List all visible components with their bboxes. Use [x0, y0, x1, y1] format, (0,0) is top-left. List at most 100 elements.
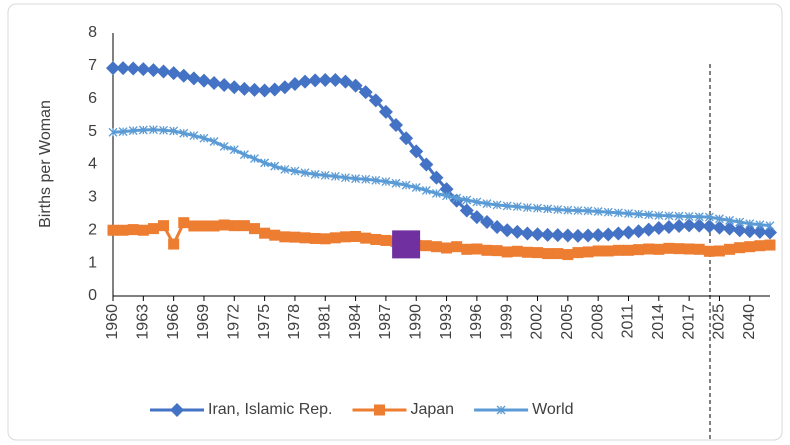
marker [330, 171, 340, 181]
marker [543, 204, 553, 214]
marker [118, 127, 128, 137]
marker [351, 174, 361, 184]
marker [156, 64, 171, 79]
marker [329, 232, 341, 244]
marker [692, 218, 707, 233]
marker [601, 227, 616, 242]
marker [703, 245, 715, 257]
marker [310, 169, 320, 179]
marker [570, 228, 585, 243]
marker [754, 240, 766, 252]
marker [765, 221, 775, 231]
legend-label: Japan [410, 401, 454, 418]
marker [492, 200, 502, 210]
marker [188, 220, 200, 232]
marker [419, 157, 434, 172]
marker [170, 403, 184, 417]
marker [209, 137, 219, 146]
x-tick-label: 1999 [498, 304, 515, 340]
marker [338, 74, 353, 89]
marker [521, 246, 533, 258]
marker [320, 170, 330, 180]
marker [207, 75, 222, 90]
marker [441, 242, 453, 254]
marker [146, 63, 161, 78]
marker [734, 242, 746, 254]
marker [745, 219, 755, 229]
marker [227, 80, 242, 95]
marker [553, 205, 563, 214]
marker [260, 158, 270, 168]
marker [169, 126, 179, 136]
marker [651, 220, 666, 235]
marker [358, 85, 373, 100]
marker [189, 131, 199, 141]
marker [239, 150, 249, 160]
legend-label: World [532, 401, 574, 418]
marker [693, 243, 705, 255]
marker [461, 243, 473, 255]
series [108, 125, 775, 231]
marker [249, 223, 261, 235]
marker [199, 133, 209, 143]
marker [430, 241, 442, 253]
marker [459, 203, 474, 218]
marker [622, 244, 634, 256]
marker [308, 73, 323, 88]
marker [744, 241, 756, 253]
x-tick-label: 2002 [529, 304, 546, 340]
marker [148, 125, 158, 135]
marker [653, 243, 665, 255]
marker [500, 223, 515, 238]
marker [117, 224, 129, 236]
marker [299, 232, 311, 244]
marker [674, 211, 684, 221]
marker [179, 128, 189, 138]
marker [229, 145, 239, 155]
marker [137, 224, 149, 236]
marker [552, 248, 564, 260]
marker [371, 175, 381, 185]
marker [510, 224, 525, 239]
x-tick-label: 1972 [226, 304, 243, 340]
marker [309, 232, 321, 244]
marker [217, 77, 232, 92]
marker [540, 227, 555, 242]
marker [259, 227, 271, 239]
marker [328, 73, 343, 88]
marker [532, 247, 544, 259]
marker [764, 239, 776, 251]
marker [560, 228, 575, 243]
x-tick-label: 1963 [135, 304, 152, 340]
marker [228, 220, 240, 232]
marker [360, 232, 372, 244]
marker [592, 245, 604, 257]
marker [198, 220, 210, 232]
x-tick-label: 2008 [589, 304, 606, 340]
marker [471, 243, 483, 255]
marker [219, 141, 229, 151]
marker [713, 245, 725, 257]
x-tick-label: 2025 [711, 304, 728, 340]
marker [611, 226, 626, 241]
marker [542, 248, 554, 260]
marker [269, 229, 281, 241]
marker [238, 220, 250, 232]
marker [368, 93, 383, 108]
marker [520, 226, 535, 241]
marker [583, 206, 593, 216]
marker [704, 212, 714, 222]
marker [168, 238, 180, 250]
x-tick-label: 1969 [195, 304, 212, 340]
marker [672, 218, 687, 233]
marker [491, 245, 503, 257]
marker [501, 246, 513, 258]
x-tick-label: 1966 [165, 304, 182, 340]
marker [673, 243, 685, 255]
marker [126, 61, 141, 76]
marker [694, 212, 704, 222]
marker [724, 243, 736, 255]
marker [370, 233, 382, 245]
x-tick-label: 1978 [286, 304, 303, 340]
